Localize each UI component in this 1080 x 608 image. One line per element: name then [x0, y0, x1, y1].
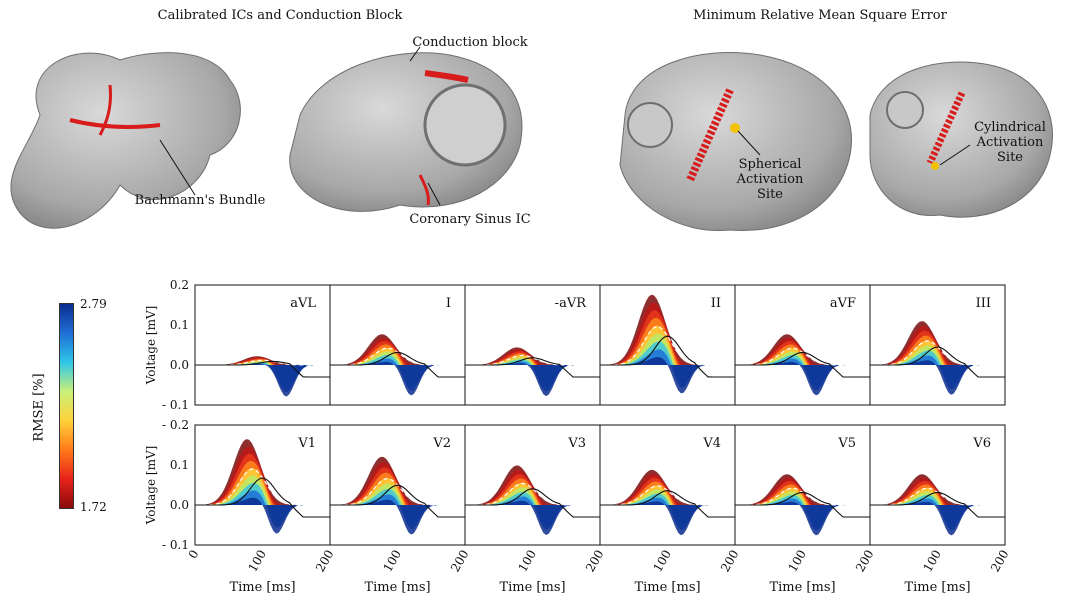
measured-trace: [330, 351, 465, 378]
lead-label: I: [446, 296, 451, 311]
x-tick-label: 200: [988, 548, 1012, 575]
x-axis-label: Time [ms]: [364, 580, 430, 595]
x-tick-label: 200: [583, 548, 607, 575]
spherical-label: Spherical Activation Site: [736, 157, 804, 202]
x-tick-label: 200: [448, 548, 472, 575]
y-tick-label: 0.0: [170, 498, 189, 512]
measured-trace: [465, 488, 600, 518]
right-title: Minimum Relative Mean Square Error: [693, 8, 947, 23]
cylindrical-label: Cylindrical Activation Site: [974, 120, 1046, 165]
y-tick-label: - 0.1: [162, 398, 189, 412]
lead-label: aVF: [830, 296, 856, 311]
lead-label: V6: [972, 436, 991, 451]
y-tick-label: 0.1: [170, 458, 189, 472]
x-axis-label: Time [ms]: [769, 580, 835, 595]
conduction-block-label: Conduction block: [412, 35, 528, 50]
ensemble-band: [465, 363, 600, 397]
ensemble-band: [870, 501, 1005, 536]
measured-trace: [735, 491, 870, 518]
y-tick-label: - 0.1: [162, 538, 189, 552]
lead-label: -aVR: [555, 296, 588, 311]
heart-model-4: [869, 61, 1053, 218]
ensemble-band: [465, 357, 600, 383]
ensemble-band: [195, 364, 330, 397]
panel-frame: [869, 284, 1006, 406]
y-tick-label: 0.2: [170, 278, 189, 292]
ensemble-band: [735, 361, 870, 396]
measured-trace: [870, 346, 1005, 378]
lead-label: V4: [702, 436, 721, 451]
ensemble-band: [330, 361, 465, 396]
ensemble-band: [195, 363, 330, 393]
ensemble-band: [195, 362, 330, 389]
lead-label: III: [976, 296, 991, 311]
measured-trace: [870, 491, 1005, 518]
x-tick-label: 100: [246, 548, 270, 575]
heart-model-2: [289, 52, 523, 212]
measured-trace: [735, 351, 870, 378]
y-axis-label: Voltage [mV]: [144, 446, 158, 526]
x-tick-label: 100: [786, 548, 810, 575]
heart-model-3: [619, 52, 852, 232]
y-tick-label: 0.1: [170, 318, 189, 332]
bachmann-bundle-mark: [69, 118, 161, 130]
ensemble-band: [330, 499, 465, 535]
left-title: Calibrated ICs and Conduction Block: [157, 8, 403, 23]
mean-trace: [600, 325, 735, 366]
measured-trace: [195, 360, 330, 378]
mean-trace: [600, 485, 735, 506]
x-tick-label: 0: [186, 548, 202, 562]
ensemble-band: [600, 357, 735, 394]
bachmann-label: Bachmann's Bundle: [134, 193, 266, 208]
lead-label: aVL: [290, 296, 316, 311]
ensemble-band: [600, 501, 735, 536]
ecg-chart: 0.2 0.1 0.0 - 0.1 Voltage [mV] aVL I -aVR II aVF I…: [144, 278, 1012, 595]
panel-frame: [329, 284, 466, 406]
x-tick-label: 100: [921, 548, 945, 575]
x-tick-label: 200: [853, 548, 877, 575]
colorbar-label: RMSE [%]: [31, 373, 47, 442]
ensemble-band: [870, 355, 1005, 390]
y-tick-label: - 0.2: [162, 418, 189, 432]
measured-trace: [600, 490, 735, 518]
heart-renderings: [10, 46, 1053, 232]
mean-trace: [465, 482, 600, 506]
colorbar-min: 1.72: [80, 500, 107, 514]
x-axis-label: Time [ms]: [229, 580, 295, 595]
x-tick-label: 200: [313, 548, 337, 575]
measured-trace: [600, 335, 735, 378]
colorbar-max: 2.79: [80, 297, 107, 311]
lead-label: V3: [567, 436, 586, 451]
measured-trace: [330, 484, 465, 518]
x-axis-label: Time [ms]: [904, 580, 970, 595]
ensemble-band: [735, 501, 870, 536]
lead-label: V5: [837, 436, 856, 451]
coronary-sinus-label: Coronary Sinus IC: [409, 212, 531, 227]
heart-model-1: [10, 52, 241, 229]
colorbar: [59, 303, 74, 509]
ensemble-band: [465, 500, 600, 535]
measured-trace: [465, 357, 600, 378]
lead-label: V2: [432, 436, 451, 451]
x-tick-label: 100: [381, 548, 405, 575]
lead-label: V1: [297, 436, 316, 451]
ensemble-band: [870, 360, 1005, 395]
conduction-block-mark: [424, 70, 469, 83]
x-tick-label: 100: [516, 548, 540, 575]
y-tick-label: 0.0: [170, 358, 189, 372]
x-axis-label: Time [ms]: [499, 580, 565, 595]
measured-trace: [195, 477, 330, 518]
lead-label: II: [711, 296, 721, 311]
y-axis-label: Voltage [mV]: [144, 306, 158, 386]
x-axis-label: Time [ms]: [634, 580, 700, 595]
x-tick-label: 100: [651, 548, 675, 575]
panel-frame: [869, 424, 1006, 546]
x-tick-label: 200: [718, 548, 742, 575]
